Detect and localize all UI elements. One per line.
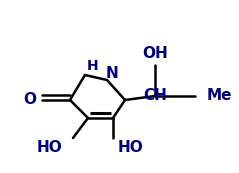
Text: HO: HO	[37, 139, 63, 154]
Text: CH: CH	[143, 89, 167, 103]
Text: O: O	[23, 93, 37, 107]
Text: HO: HO	[118, 140, 144, 156]
Text: Me: Me	[207, 89, 233, 103]
Text: N: N	[106, 66, 119, 81]
Text: OH: OH	[142, 45, 168, 61]
Text: H: H	[87, 59, 99, 73]
